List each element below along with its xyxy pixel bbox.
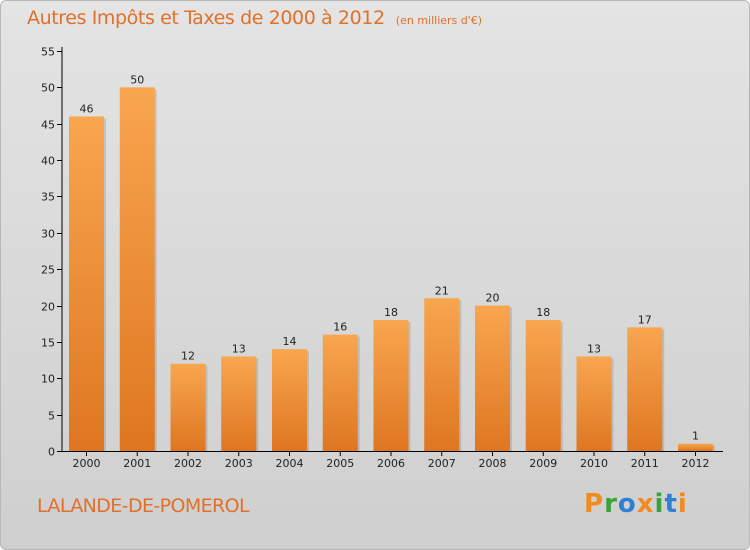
y-tick-label: 10 (41, 373, 55, 386)
y-tick-label: 30 (41, 228, 55, 241)
logo-letter: t (664, 489, 678, 519)
bar-value-label: 12 (181, 350, 195, 363)
bar (627, 327, 663, 451)
y-tick-label: 45 (41, 119, 55, 132)
x-tick-label: 2003 (225, 457, 253, 470)
y-tick-label: 50 (41, 82, 55, 95)
y-tick-label: 40 (41, 155, 55, 168)
x-tick-label: 2009 (529, 457, 557, 470)
bar-value-label: 13 (587, 342, 601, 355)
title-line: Autres Impôts et Taxes de 2000 à 2012 (e… (27, 7, 482, 29)
chart-title: Autres Impôts et Taxes de 2000 à 2012 (27, 7, 385, 29)
x-tick-label: 2001 (123, 457, 151, 470)
bar (272, 349, 307, 451)
x-tick-label: 2010 (580, 457, 608, 470)
y-tick-label: 0 (48, 446, 55, 459)
y-tick-label: 15 (41, 337, 55, 350)
chart-subtitle: (en milliers d'€) (395, 14, 483, 27)
x-tick-label: 2008 (479, 457, 507, 470)
bar (170, 363, 206, 451)
x-tick-label: 2007 (428, 457, 456, 470)
bar-value-label: 17 (638, 313, 652, 326)
x-tick-label: 2000 (73, 457, 101, 470)
bar-value-label: 18 (384, 306, 398, 319)
bar-value-label: 1 (692, 430, 699, 443)
bar-value-label: 14 (283, 335, 297, 348)
y-tick-label: 55 (41, 46, 55, 59)
y-tick-label: 5 (48, 410, 55, 423)
logo-letter: i (654, 489, 665, 519)
bar (119, 87, 155, 451)
bar-value-label: 20 (486, 292, 500, 305)
bar-value-label: 21 (435, 284, 449, 297)
bar-value-label: 13 (232, 342, 246, 355)
bar (373, 320, 409, 451)
bar-value-label: 46 (80, 102, 94, 115)
x-tick-label: 2002 (174, 457, 202, 470)
y-tick-label: 20 (41, 301, 55, 314)
x-tick-label: 2006 (377, 457, 405, 470)
proxiti-logo: Proxiti (584, 489, 688, 519)
x-tick-label: 2012 (682, 457, 710, 470)
bar (678, 443, 713, 451)
logo-letter: i (677, 489, 688, 519)
bar-value-label: 16 (333, 321, 347, 334)
logo-letter: x (636, 489, 655, 519)
bar-value-label: 50 (130, 73, 144, 86)
x-tick-label: 2005 (326, 457, 354, 470)
y-tick-label: 35 (41, 191, 55, 204)
logo-letter: P (584, 489, 605, 519)
commune-name: LALANDE-DE-POMEROL (37, 495, 250, 517)
bar (221, 356, 257, 451)
y-tick-label: 25 (41, 264, 55, 277)
bar (475, 305, 510, 451)
logo-letter: r (604, 489, 618, 519)
x-tick-label: 2004 (276, 457, 304, 470)
plot-area: 0 5 10 15 20 25 30 35 40 45 50 55 46 2000 50 2001 12 2002… (41, 46, 723, 470)
bar-value-label: 18 (536, 306, 550, 319)
bar (576, 356, 612, 451)
bar (424, 298, 460, 451)
bar (322, 334, 358, 451)
x-tick-label: 2011 (631, 457, 659, 470)
logo-letter: o (617, 489, 637, 519)
bar (69, 116, 104, 452)
bar (525, 320, 561, 451)
